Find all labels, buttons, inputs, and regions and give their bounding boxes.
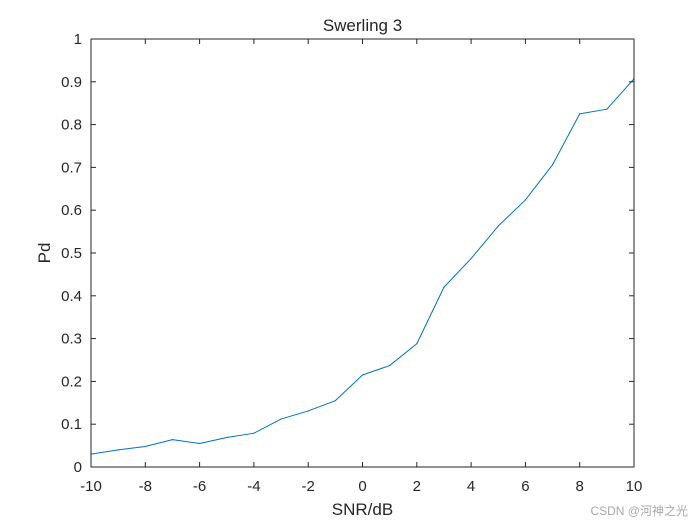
chart-title: Swerling 3	[323, 16, 402, 35]
data-point	[280, 418, 282, 420]
y-tick-label: 1	[74, 31, 82, 48]
y-tick-label: 0.4	[61, 288, 82, 305]
series-layer	[90, 78, 635, 455]
data-point	[443, 286, 445, 288]
data-point	[470, 257, 472, 260]
x-tick-label: -2	[302, 478, 315, 495]
data-point	[497, 225, 499, 227]
y-tick-label: 0.5	[61, 245, 82, 262]
x-tick-label: -4	[247, 478, 260, 495]
data-point	[606, 108, 608, 110]
x-tick-label: 0	[358, 478, 366, 495]
data-point	[416, 343, 418, 345]
data-point	[579, 113, 581, 115]
x-tick-label: -8	[139, 478, 152, 495]
data-point	[117, 449, 119, 451]
data-point	[524, 199, 527, 201]
data-point	[307, 410, 309, 412]
plot-background	[91, 39, 634, 467]
x-tick-label: 6	[521, 478, 529, 495]
x-tick-label: 2	[413, 478, 421, 495]
y-tick-label: 0	[74, 459, 82, 476]
data-point	[334, 400, 336, 402]
data-point	[144, 445, 146, 448]
data-point	[226, 436, 228, 439]
x-tick-label: 8	[576, 478, 584, 495]
data-point	[171, 439, 174, 441]
y-tick-label: 0.6	[61, 202, 82, 219]
y-tick-label: 0.1	[61, 416, 82, 433]
y-tick-label: 0.9	[61, 74, 82, 91]
data-point	[199, 442, 201, 445]
x-axis-label: SNR/dB	[332, 500, 393, 519]
y-axis-label: Pd	[35, 243, 54, 264]
y-tick-label: 0.8	[61, 117, 82, 134]
y-tick-label: 0.2	[61, 373, 82, 390]
watermark-text: CSDN @河神之光	[590, 504, 688, 518]
data-point	[551, 164, 554, 166]
x-tick-label: -10	[80, 478, 102, 495]
data-point	[361, 374, 364, 376]
x-tick-label: 4	[467, 478, 475, 495]
x-tick-label: -6	[193, 478, 206, 495]
y-tick-label: 0.7	[61, 159, 82, 176]
y-tick-label: 0.3	[61, 331, 82, 348]
data-point	[389, 364, 391, 367]
data-point	[253, 432, 255, 434]
x-tick-label: 10	[626, 478, 643, 495]
tick-layer: -10 -8 -6 -4 -2 0 2 4 6 8 10 0 0.1 0.2 0.3 0.4 0.5 0.6 0.7…	[61, 31, 642, 495]
